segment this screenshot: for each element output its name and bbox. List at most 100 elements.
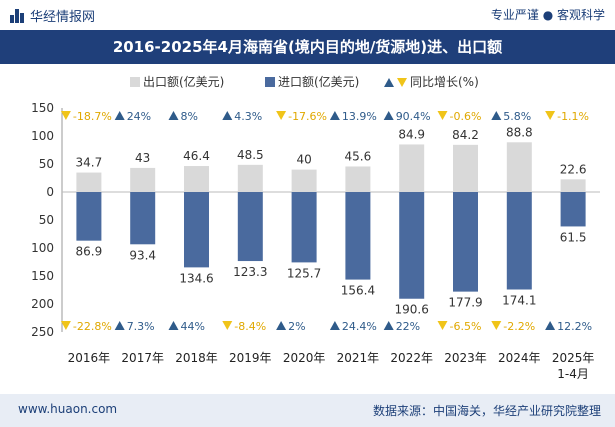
import-growth-up-triangle-icon <box>276 321 287 330</box>
export-growth-up-triangle-icon <box>329 111 340 120</box>
import-growth-label: -2.2% <box>503 320 535 333</box>
x-tick-label: 2023年 <box>444 351 487 365</box>
export-growth-label: -18.7% <box>73 110 112 123</box>
export-growth-label: -0.6% <box>450 110 482 123</box>
x-tick-label: 1-4月 <box>557 367 589 381</box>
legend-label-growth: 同比增长(%) <box>410 75 479 89</box>
import-value-label: 123.3 <box>233 265 267 279</box>
bar-export <box>453 144 478 192</box>
import-value-label: 93.4 <box>129 248 156 262</box>
bar-export <box>345 166 371 192</box>
import-value-label: 86.9 <box>76 245 103 259</box>
import-growth-up-triangle-icon <box>329 321 340 330</box>
export-value-label: 34.7 <box>76 156 103 170</box>
x-tick-label: 2021年 <box>337 351 380 365</box>
export-growth-label: 24% <box>127 110 151 123</box>
legend-label-import: 进口额(亿美元) <box>278 74 359 89</box>
import-value-label: 134.6 <box>179 271 213 285</box>
bar-import <box>399 192 425 299</box>
export-growth-up-triangle-icon <box>222 111 233 120</box>
export-growth-up-triangle-icon <box>383 111 394 120</box>
import-growth-label: 12.2% <box>557 320 592 333</box>
import-growth-down-triangle-icon <box>60 321 71 330</box>
footer-source: 数据来源：中国海关，华经产业研究院整理 <box>372 404 601 418</box>
export-value-label: 40 <box>296 153 311 167</box>
x-tick-label: 2024年 <box>498 351 541 365</box>
y-tick-label: 0 <box>46 185 54 199</box>
x-tick-label: 2025年 <box>552 351 595 365</box>
y-tick-label: 250 <box>31 325 54 339</box>
import-growth-label: -8.4% <box>234 320 266 333</box>
import-growth-label: -22.8% <box>73 320 112 333</box>
bar-import <box>453 192 478 292</box>
footer-website: www.huaon.com <box>18 402 118 416</box>
x-tick-label: 2020年 <box>283 351 326 365</box>
bar-export <box>237 164 263 192</box>
bar-import <box>184 192 209 268</box>
export-value-label: 45.6 <box>345 149 372 163</box>
y-tick-label: 50 <box>39 157 54 171</box>
export-growth-label: 90.4% <box>396 110 431 123</box>
import-value-label: 156.4 <box>341 284 375 298</box>
export-value-label: 88.8 <box>506 125 533 139</box>
x-tick-label: 2019年 <box>229 351 272 365</box>
import-growth-up-triangle-icon <box>545 321 556 330</box>
bar-import <box>130 192 156 245</box>
export-growth-up-triangle-icon <box>168 111 179 120</box>
import-growth-down-triangle-icon <box>222 321 233 330</box>
import-growth-label: 22% <box>396 320 420 333</box>
y-tick-label: 100 <box>31 129 54 143</box>
export-value-label: 22.6 <box>560 162 587 176</box>
bar-chart-icon <box>10 8 24 23</box>
bar-import <box>345 192 371 280</box>
legend-swatch-export <box>130 77 140 87</box>
y-tick-label: 200 <box>31 297 54 311</box>
bar-import <box>237 192 263 262</box>
bar-import <box>560 192 586 227</box>
export-growth-label: 4.3% <box>234 110 262 123</box>
bar-export <box>184 166 209 192</box>
import-growth-label: 2% <box>288 320 305 333</box>
import-growth-up-triangle-icon <box>114 321 125 330</box>
y-tick-label: 100 <box>31 241 54 255</box>
import-growth-label: -6.5% <box>450 320 482 333</box>
export-growth-down-triangle-icon <box>276 111 287 120</box>
bar-export <box>506 142 532 192</box>
bar-import <box>291 192 317 263</box>
import-growth-label: 44% <box>181 320 205 333</box>
legend-swatch-import <box>265 77 275 87</box>
brand-logo: 华经情报网 <box>10 6 95 25</box>
export-value-label: 84.2 <box>452 128 479 142</box>
import-value-label: 61.5 <box>560 230 587 244</box>
brand-name: 华经情报网 <box>30 10 96 25</box>
y-tick-label: 50 <box>39 213 54 227</box>
import-growth-label: 7.3% <box>127 320 155 333</box>
footer: www.huaon.com 数据来源：中国海关，华经产业研究院整理 <box>0 394 615 427</box>
x-tick-label: 2022年 <box>390 351 433 365</box>
bar-export <box>291 169 317 192</box>
import-value-label: 174.1 <box>502 293 536 307</box>
bar-import <box>506 192 532 290</box>
export-growth-label: -17.6% <box>288 110 327 123</box>
x-tick-label: 2018年 <box>175 351 218 365</box>
import-growth-up-triangle-icon <box>383 321 394 330</box>
import-growth-label: 24.4% <box>342 320 377 333</box>
chart: 出口额(亿美元) 进口额(亿美元) 同比增长(%) 150 100 50 0 50 100 150… <box>31 74 600 381</box>
export-growth-down-triangle-icon <box>437 111 448 120</box>
export-growth-down-triangle-icon <box>545 111 556 120</box>
legend-up-triangle-icon <box>384 78 394 87</box>
chart-title: 2016-2025年4月海南省(境内目的地/货源地)进、出口额 <box>0 30 615 64</box>
export-value-label: 43 <box>135 151 150 165</box>
import-value-label: 177.9 <box>448 296 482 310</box>
export-growth-up-triangle-icon <box>114 111 125 120</box>
export-growth-down-triangle-icon <box>60 111 71 120</box>
bar-import <box>76 192 102 241</box>
legend-down-triangle-icon <box>397 78 407 87</box>
import-growth-up-triangle-icon <box>168 321 179 330</box>
bar-export <box>399 144 425 192</box>
import-growth-down-triangle-icon <box>491 321 502 330</box>
import-value-label: 125.7 <box>287 266 321 280</box>
export-growth-label: -1.1% <box>557 110 589 123</box>
export-value-label: 48.5 <box>237 148 264 162</box>
y-tick-label: 150 <box>31 101 54 115</box>
